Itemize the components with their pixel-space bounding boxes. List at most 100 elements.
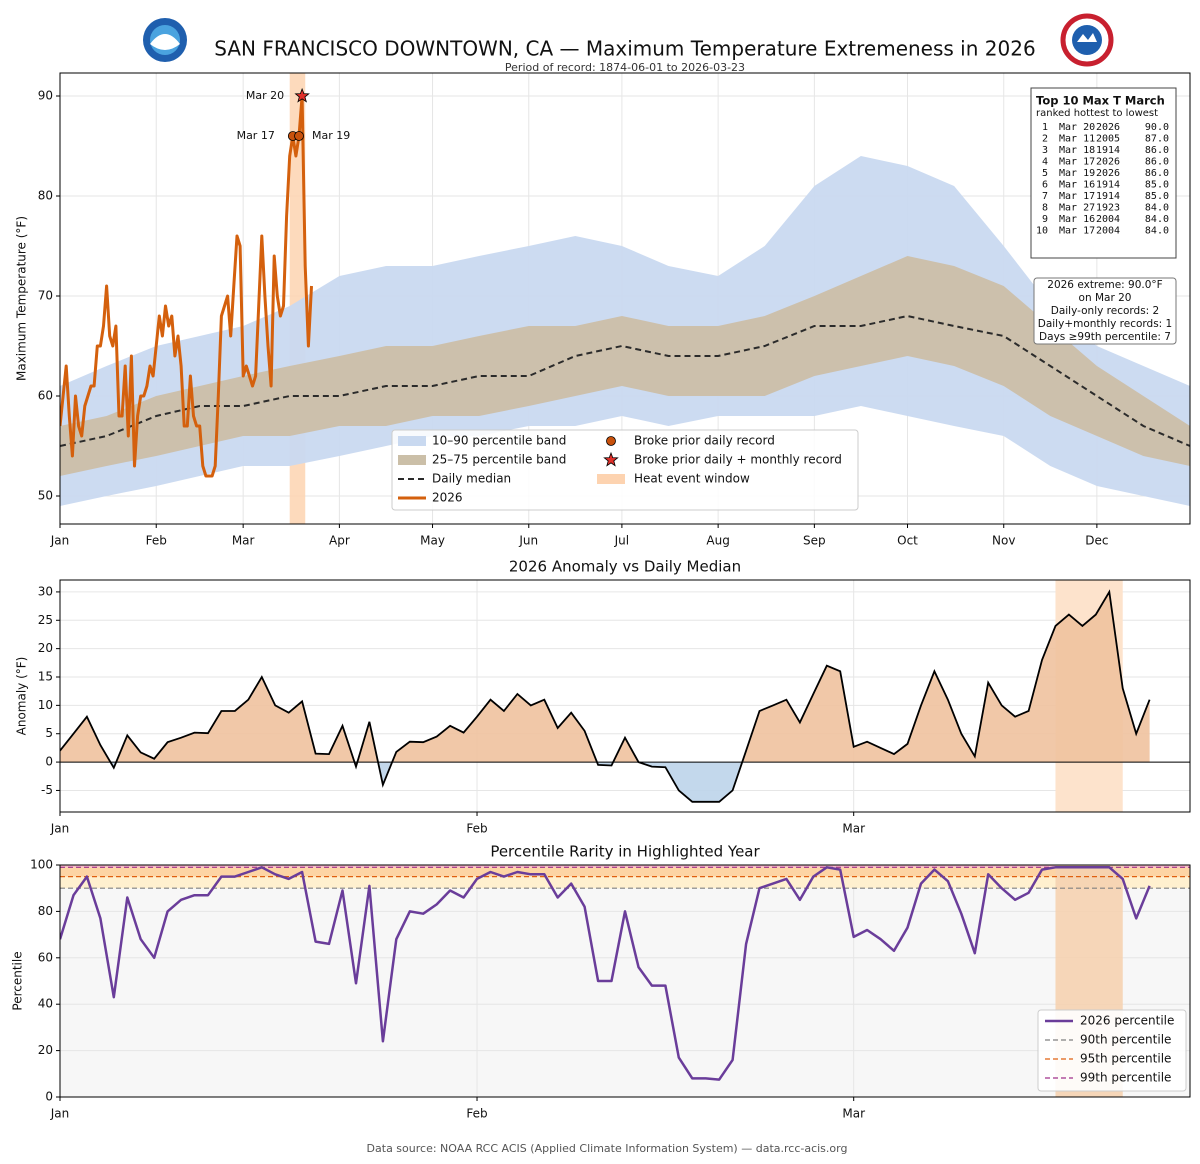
info-line: Daily-only records: 2 — [1051, 305, 1159, 317]
top10-cell: 5 — [1042, 168, 1048, 179]
x-tick-label: Nov — [992, 534, 1015, 548]
top10-cell: 2026 — [1096, 168, 1120, 179]
legend-label: Broke prior daily record — [634, 434, 775, 448]
top10-cell: Mar 20 — [1059, 122, 1095, 133]
legend-swatch — [398, 436, 426, 446]
record-marker — [294, 131, 304, 141]
top10-cell: 2026 — [1096, 157, 1120, 168]
x-tick-label: Aug — [706, 534, 729, 548]
y-tick-label: 20 — [38, 641, 53, 655]
series-line — [60, 94, 313, 478]
top10-cell: 2005 — [1096, 134, 1120, 145]
top10-cell: Mar 19 — [1059, 168, 1095, 179]
rarity-band — [60, 876, 1190, 889]
top10-cell: 1 — [1042, 122, 1048, 133]
y-tick-label: 80 — [38, 904, 53, 918]
y-tick-label: 5 — [45, 726, 53, 740]
top10-cell: 7 — [1042, 191, 1048, 202]
info-box — [1033, 277, 1177, 345]
top10-cell: Mar 16 — [1059, 214, 1095, 225]
top10-cell: Mar 18 — [1059, 145, 1095, 156]
y-tick-label: 50 — [38, 489, 53, 503]
x-tick-label: Jan — [50, 822, 70, 836]
x-tick-label: Feb — [466, 822, 487, 836]
panel-title: Percentile Rarity in Highlighted Year — [490, 843, 760, 861]
rarity-band — [60, 865, 1190, 868]
x-tick-label: May — [420, 534, 445, 548]
top10-subtitle: ranked hottest to lowest — [1036, 108, 1158, 119]
legend-box — [391, 429, 859, 511]
nws-logo — [1060, 13, 1114, 67]
top10-cell: 1914 — [1096, 145, 1120, 156]
top10-cell: Mar 27 — [1059, 203, 1095, 214]
y-axis-label: Maximum Temperature (°F) — [15, 216, 29, 381]
top10-box — [1030, 87, 1177, 259]
top10-cell: 2004 — [1096, 214, 1120, 225]
x-tick-label: Jan — [50, 534, 70, 548]
chart-title: SAN FRANCISCO DOWNTOWN, CA — Maximum Tem… — [214, 37, 1035, 61]
top10-cell: 85.0 — [1145, 180, 1169, 191]
top10-cell: 2 — [1042, 134, 1048, 145]
axes-frame — [59, 72, 1191, 525]
record-label: Mar 19 — [312, 129, 350, 142]
x-tick-label: Jan — [50, 1107, 70, 1121]
top10-cell: Mar 17 — [1059, 157, 1095, 168]
x-tick-label: Feb — [146, 534, 167, 548]
y-tick-label: 0 — [45, 755, 53, 769]
legend-label: 2026 percentile — [1080, 1014, 1174, 1028]
logo-wave — [150, 34, 180, 50]
top10-cell: Mar 11 — [1059, 134, 1095, 145]
plot-layer — [60, 73, 1190, 524]
legend-label: 99th percentile — [1080, 1071, 1171, 1085]
axes-frame — [59, 864, 1191, 1098]
legend-label: 2026 — [432, 491, 463, 505]
top10-cell: 85.0 — [1145, 191, 1169, 202]
negative-area — [110, 762, 743, 802]
x-tick-label: Mar — [842, 1107, 865, 1121]
panel-title: 2026 Anomaly vs Daily Median — [509, 558, 741, 576]
top10-cell: Mar 16 — [1059, 180, 1095, 191]
top10-cell: 86.0 — [1145, 168, 1169, 179]
axes-frame — [59, 579, 1191, 813]
info-line: 2026 extreme: 90.0°F — [1047, 279, 1162, 291]
legend-swatch — [597, 474, 625, 484]
top10-cell: 9 — [1042, 214, 1048, 225]
legend-label: 25–75 percentile band — [432, 453, 566, 467]
top10-cell: 1914 — [1096, 180, 1120, 191]
y-tick-label: 60 — [38, 389, 53, 403]
top10-cell: 90.0 — [1145, 122, 1169, 133]
y-tick-label: 15 — [38, 669, 53, 683]
chart-subtitle: Period of record: 1874-06-01 to 2026-03-… — [505, 61, 745, 74]
x-tick-label: Mar — [842, 822, 865, 836]
top10-cell: 87.0 — [1145, 134, 1169, 145]
y-tick-label: 0 — [45, 1090, 53, 1104]
x-tick-label: Sep — [803, 534, 826, 548]
y-tick-label: 10 — [38, 698, 53, 712]
y-axis-label: Anomaly (°F) — [15, 657, 29, 736]
top10-cell: 86.0 — [1145, 145, 1169, 156]
record-marker — [294, 87, 310, 103]
top10-cell: 8 — [1042, 203, 1048, 214]
logo-mark — [1077, 33, 1097, 42]
legend-swatch — [603, 451, 619, 467]
record-label: Mar 17 — [237, 129, 275, 142]
top10-cell: Mar 17 — [1059, 191, 1095, 202]
y-tick-label: 70 — [38, 289, 53, 303]
y-tick-label: -5 — [41, 783, 53, 797]
y-tick-label: 100 — [30, 858, 53, 872]
percentile-band — [60, 256, 1190, 476]
top10-cell: 86.0 — [1145, 157, 1169, 168]
top10-cell: 6 — [1042, 180, 1048, 191]
noaa-logo — [143, 18, 187, 62]
x-tick-label: Jul — [614, 534, 629, 548]
legend-box — [1037, 1009, 1187, 1092]
legend-label: 90th percentile — [1080, 1033, 1171, 1047]
footer-source: Data source: NOAA RCC ACIS (Applied Clim… — [367, 1142, 848, 1155]
x-tick-label: Dec — [1085, 534, 1108, 548]
top10-cell: 84.0 — [1145, 214, 1169, 225]
info-line: on Mar 20 — [1079, 292, 1132, 304]
x-tick-label: Mar — [232, 534, 255, 548]
x-tick-label: Oct — [897, 534, 918, 548]
info-line: Days ≥99th percentile: 7 — [1039, 331, 1171, 343]
